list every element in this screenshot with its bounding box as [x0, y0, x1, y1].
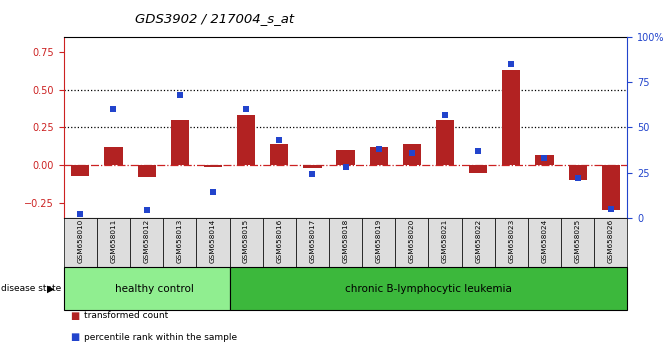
Bar [602, 165, 620, 210]
Text: ■: ■ [70, 311, 80, 321]
Bar [270, 144, 289, 165]
Point [373, 146, 384, 152]
Text: GSM658025: GSM658025 [574, 219, 580, 263]
Text: ▶: ▶ [46, 284, 54, 293]
Bar [204, 165, 222, 167]
Text: GSM658011: GSM658011 [111, 219, 117, 263]
Bar [535, 154, 554, 165]
Bar [296, 218, 329, 267]
Text: GSM658021: GSM658021 [442, 219, 448, 263]
Point [440, 112, 450, 118]
Text: GSM658016: GSM658016 [276, 219, 282, 263]
Bar [97, 218, 130, 267]
Bar [336, 150, 355, 165]
Text: percentile rank within the sample: percentile rank within the sample [84, 333, 237, 342]
Text: GDS3902 / 217004_s_at: GDS3902 / 217004_s_at [135, 12, 295, 25]
Bar [362, 218, 395, 267]
Bar [105, 147, 123, 165]
Bar [502, 70, 521, 165]
Text: GSM658012: GSM658012 [144, 219, 150, 263]
Bar [229, 267, 627, 310]
Text: GSM658017: GSM658017 [309, 219, 315, 263]
Bar [138, 165, 156, 177]
Bar [329, 218, 362, 267]
Point [142, 208, 152, 213]
Text: GSM658023: GSM658023 [509, 219, 515, 263]
Point [506, 61, 517, 67]
Text: GSM658024: GSM658024 [541, 219, 548, 263]
Bar [469, 165, 487, 173]
Point [605, 206, 616, 212]
Bar [561, 218, 595, 267]
Bar [568, 165, 586, 180]
Point [207, 190, 218, 195]
Bar [403, 144, 421, 165]
Text: healthy control: healthy control [115, 284, 195, 293]
Bar [395, 218, 429, 267]
Bar [229, 218, 262, 267]
Text: GSM658015: GSM658015 [243, 219, 249, 263]
Point [539, 155, 550, 161]
Bar [197, 218, 229, 267]
Bar [370, 147, 388, 165]
Text: GSM658026: GSM658026 [608, 219, 614, 263]
Point [473, 148, 484, 154]
Bar [495, 218, 528, 267]
Point [174, 92, 185, 98]
Text: chronic B-lymphocytic leukemia: chronic B-lymphocytic leukemia [345, 284, 512, 293]
Text: GSM658020: GSM658020 [409, 219, 415, 263]
Text: GSM658010: GSM658010 [77, 219, 83, 263]
Text: GSM658013: GSM658013 [176, 219, 183, 263]
Bar [71, 165, 89, 176]
Point [274, 137, 285, 143]
Bar [429, 218, 462, 267]
Bar [64, 267, 229, 310]
Point [307, 172, 318, 177]
Text: GSM658014: GSM658014 [210, 219, 216, 263]
Bar [170, 120, 189, 165]
Bar [237, 115, 255, 165]
Bar [262, 218, 296, 267]
Bar [595, 218, 627, 267]
Bar [436, 120, 454, 165]
Text: transformed count: transformed count [84, 312, 168, 320]
Point [340, 164, 351, 170]
Bar [528, 218, 561, 267]
Text: GSM658022: GSM658022 [475, 219, 481, 263]
Point [407, 150, 417, 155]
Point [108, 107, 119, 112]
Text: GSM658019: GSM658019 [376, 219, 382, 263]
Point [241, 107, 252, 112]
Bar [64, 218, 97, 267]
Bar [303, 165, 321, 168]
Bar [163, 218, 197, 267]
Point [572, 175, 583, 181]
Bar [462, 218, 495, 267]
Text: GSM658018: GSM658018 [343, 219, 348, 263]
Text: ■: ■ [70, 332, 80, 342]
Point [75, 211, 86, 217]
Text: disease state: disease state [1, 284, 62, 293]
Bar [130, 218, 163, 267]
